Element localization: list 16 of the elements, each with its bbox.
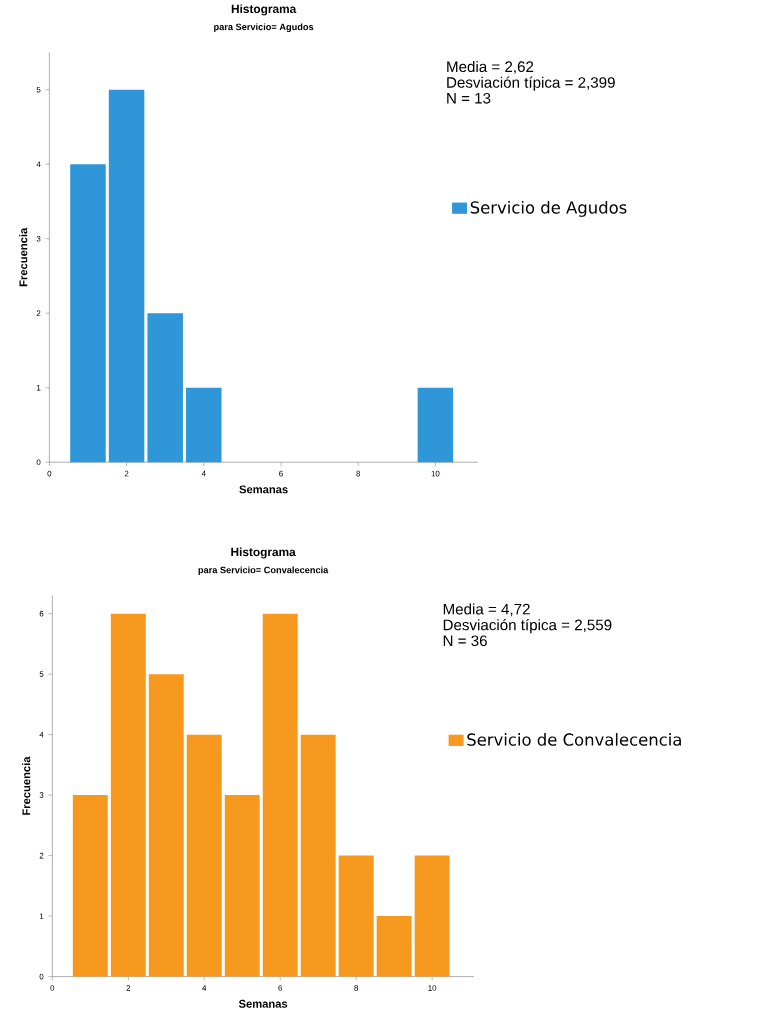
chart-title: Histograma xyxy=(231,547,296,559)
y-axis-title: Frecuencia xyxy=(19,227,28,287)
chart-subtitle: para Servicio= Convalecencia xyxy=(198,566,329,576)
annotation: Media = 2,62 xyxy=(447,60,534,74)
annotation: N = 13 xyxy=(447,92,491,104)
chart-subtitle: para Servicio= Agudos xyxy=(214,23,314,33)
y-axis-title: Frecuencia xyxy=(22,756,31,815)
chart-title: Histograma xyxy=(231,4,297,16)
annotation: Desviación típica = 2,399 xyxy=(447,76,615,91)
x-axis-title: Semanas xyxy=(238,999,288,1008)
x-axis-title: Semanas xyxy=(239,485,288,494)
annotation: N = 36 xyxy=(443,635,487,647)
annotation: Desviación típica = 2,559 xyxy=(443,619,612,634)
annotation: Media = 4,72 xyxy=(443,603,530,617)
legend-label: Servicio de Convalecencia xyxy=(467,733,681,746)
legend-label: Servicio de Agudos xyxy=(470,200,627,217)
